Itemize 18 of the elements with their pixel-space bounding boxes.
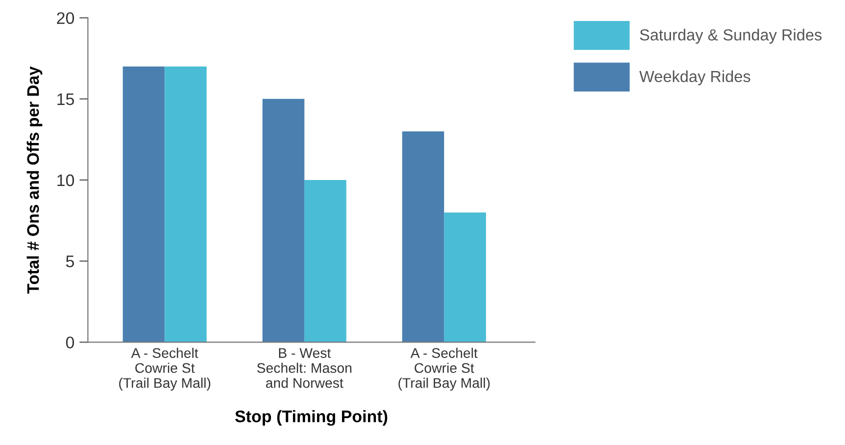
y-tick-label: 20 [56, 12, 74, 24]
y-tick-label: 15 [57, 93, 74, 106]
legend-label: Weekday Rides [639, 70, 750, 86]
bar [262, 98, 304, 342]
bar [304, 180, 346, 342]
y-tick-label: 0 [66, 336, 74, 348]
x-tick-label: A - Sechelt Cowrie St (Trail Bay Mall) [398, 348, 490, 391]
bar [402, 131, 444, 342]
bar [444, 212, 486, 342]
y-tick-label: 10 [57, 174, 74, 186]
bar [164, 66, 207, 342]
x-tick-label: B - West Sechelt: Mason and Norwest [257, 348, 352, 388]
y-tick-label: 5 [66, 256, 74, 268]
x-axis-title: Stop (Timing Point) [235, 410, 388, 426]
x-tick-label: A - Sechelt Cowrie St (Trail Bay Mall) [119, 348, 210, 391]
legend-label: Saturday & Sunday Rides [640, 28, 822, 44]
y-axis-title: Total # Ons and Offs per Day [26, 66, 42, 294]
bar [122, 66, 165, 342]
